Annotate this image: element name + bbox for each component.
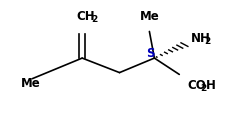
Text: H: H xyxy=(206,79,216,92)
Text: CH: CH xyxy=(76,10,95,23)
Text: Me: Me xyxy=(21,77,41,90)
Text: NH: NH xyxy=(190,32,210,45)
Text: 2: 2 xyxy=(204,37,210,46)
Text: CO: CO xyxy=(187,79,206,92)
Text: S: S xyxy=(146,47,155,60)
Text: 2: 2 xyxy=(200,84,207,93)
Text: 2: 2 xyxy=(91,15,97,24)
Text: Me: Me xyxy=(139,10,159,23)
